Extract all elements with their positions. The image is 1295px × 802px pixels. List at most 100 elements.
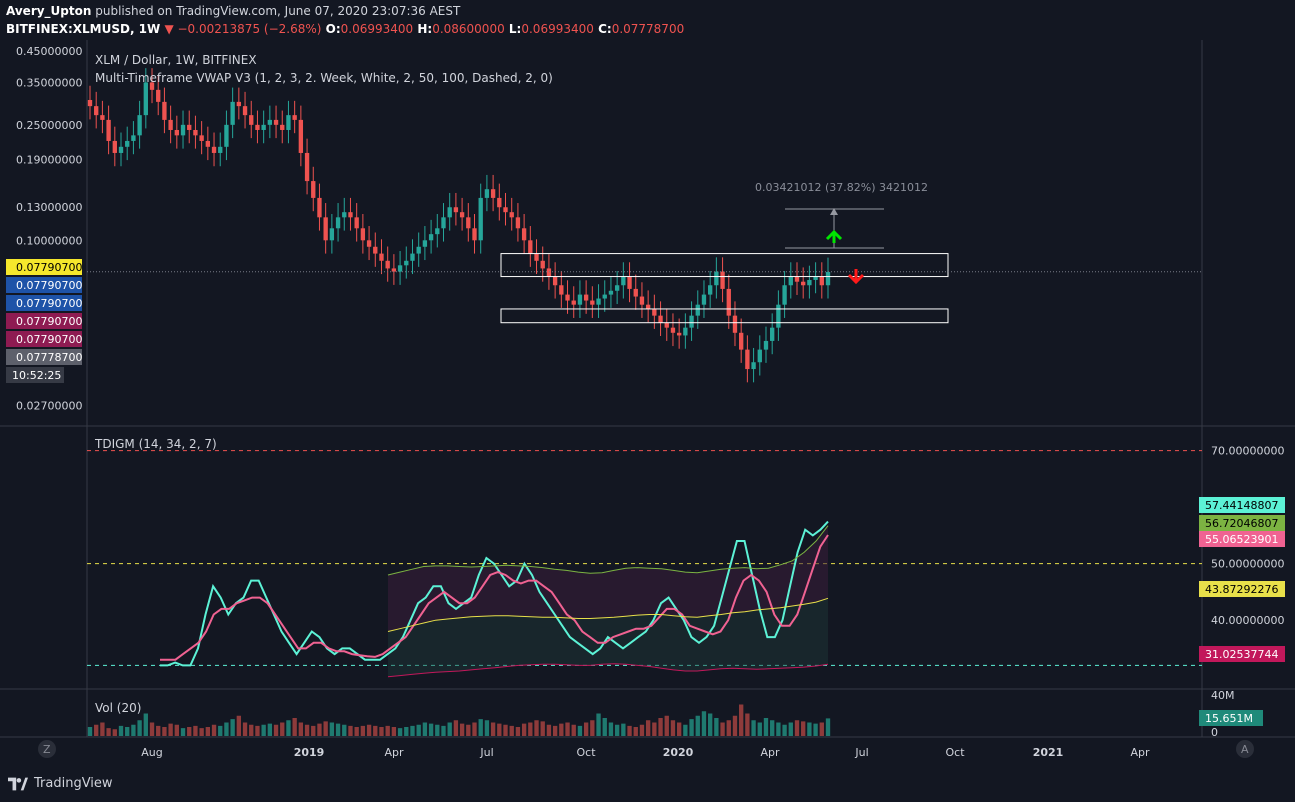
time-tick-label: Oct <box>576 746 596 759</box>
volume-bar <box>143 713 148 736</box>
volume-bar <box>825 718 831 736</box>
vol-value-tag: 15.651M <box>1199 710 1263 726</box>
candle-body <box>571 300 576 305</box>
candle <box>143 68 148 129</box>
resistance-box[interactable] <box>500 253 949 278</box>
volume-bar <box>770 720 775 736</box>
candle-body <box>174 129 179 136</box>
candle-body <box>614 285 620 291</box>
volume-bar <box>577 725 583 736</box>
candle <box>546 254 552 290</box>
candle-body <box>459 212 465 218</box>
price-tag-label: 0.07790700 <box>16 297 82 310</box>
price-tick-label: 0.02700000 <box>16 399 82 412</box>
candle-body <box>633 288 638 297</box>
volume-bar <box>187 727 192 736</box>
candle-body <box>776 304 781 328</box>
volume-bar <box>552 725 558 736</box>
candle <box>435 214 440 248</box>
volume-bar <box>794 720 800 736</box>
candle-body <box>149 82 155 90</box>
tradingview-logo[interactable]: TradingView <box>8 776 113 791</box>
low-label: L: <box>508 22 522 36</box>
candle-body <box>106 119 111 141</box>
candle <box>608 276 614 308</box>
candle-body <box>621 276 626 286</box>
volume-bar <box>453 720 459 736</box>
osc-tag-label: 56.72046807 <box>1205 517 1278 530</box>
candle-body <box>162 101 167 120</box>
volume-bar <box>670 720 676 736</box>
volume-bar <box>211 724 217 736</box>
volume-bar <box>329 722 335 736</box>
osc-tag-bg <box>1199 581 1285 597</box>
candle-body <box>825 271 831 286</box>
volume-bar <box>342 724 347 736</box>
volume-bar <box>94 724 99 736</box>
candle-body <box>342 212 347 218</box>
up-arrow-icon <box>825 229 843 243</box>
candle <box>230 87 235 139</box>
price-tag: 0.07790700 <box>6 277 82 293</box>
candle-body <box>100 115 105 120</box>
candle <box>180 110 186 149</box>
candle-body <box>273 119 279 125</box>
volume-bar <box>205 727 211 736</box>
a-button[interactable]: A <box>1236 740 1254 758</box>
osc-tag-label: 43.87292276 <box>1205 583 1278 596</box>
tdigm-pane[interactable] <box>87 450 1202 678</box>
volume-bar <box>354 727 359 736</box>
candle-body <box>441 217 446 229</box>
candle <box>478 183 483 254</box>
z-button[interactable]: Z <box>38 740 56 758</box>
candle <box>559 270 564 308</box>
volume-bar <box>788 722 793 736</box>
candle-body <box>292 115 297 120</box>
candle-body <box>664 322 669 328</box>
volume-bar <box>168 723 173 736</box>
osc-tag-bg <box>1199 531 1285 547</box>
candle-body <box>193 129 198 136</box>
volume-bar <box>559 723 564 736</box>
candle <box>87 85 93 120</box>
candle <box>404 246 409 279</box>
support-box[interactable] <box>500 308 949 324</box>
volume-bar <box>397 728 403 736</box>
candle <box>565 280 570 314</box>
candle <box>199 121 204 155</box>
volume-bar <box>224 722 229 736</box>
measure-label: 0.03421012 (37.82%) 3421012 <box>755 181 928 194</box>
candle <box>739 318 744 363</box>
volume-bar <box>534 720 539 736</box>
candle <box>304 138 310 195</box>
candle-body <box>788 276 793 286</box>
high-label: H: <box>417 22 433 36</box>
candle <box>137 100 142 149</box>
volume-bar <box>546 724 552 736</box>
candle <box>528 226 533 267</box>
osc-tag-bg <box>1199 515 1285 531</box>
chart-canvas[interactable]: 0.45000000 0.35000000 0.25000000 0.19000000… <box>0 40 1295 766</box>
candle <box>193 115 198 149</box>
price-pane[interactable] <box>87 68 1202 383</box>
volume-pane[interactable] <box>87 704 831 737</box>
symbol-label: BITFINEX:XLMUSD, 1W <box>6 22 161 36</box>
vol-tag-bg <box>1199 710 1263 726</box>
publisher-name[interactable]: Avery_Upton <box>6 4 92 18</box>
candle <box>187 110 192 144</box>
candle <box>484 174 490 212</box>
candle-body <box>478 197 483 241</box>
volume-bar <box>335 723 341 736</box>
osc-value-tag: 31.02537744 <box>1199 646 1285 662</box>
candle <box>583 280 589 314</box>
volume-bar <box>596 713 601 736</box>
candle <box>125 126 130 161</box>
candle-body <box>714 271 719 286</box>
volume-bar <box>521 723 527 736</box>
candle <box>689 301 694 341</box>
volume-bar <box>602 718 607 736</box>
volume-bar <box>286 720 291 736</box>
volume-bar <box>757 722 762 736</box>
candle <box>788 262 793 299</box>
osc-tag-label: 55.06523901 <box>1205 533 1278 546</box>
